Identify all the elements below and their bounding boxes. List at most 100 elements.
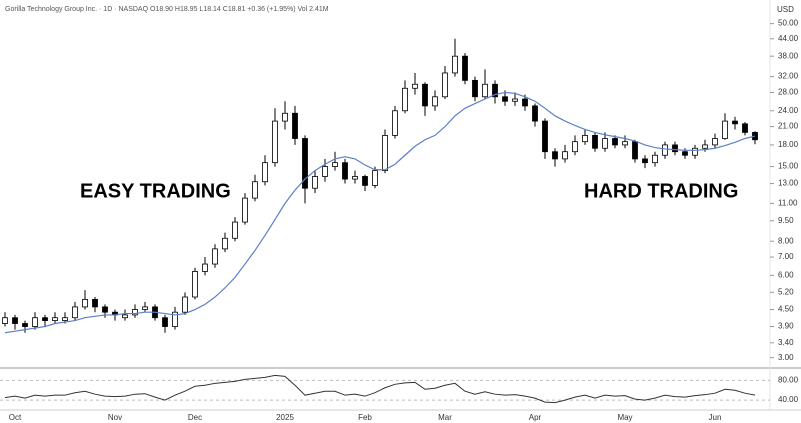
candle-body bbox=[352, 176, 358, 180]
candle-body bbox=[292, 112, 298, 139]
y-tick-label: 5.20 bbox=[778, 287, 794, 296]
candle-body bbox=[362, 176, 368, 186]
y-tick-label: 9.50 bbox=[778, 216, 794, 225]
annotation: EASY TRADING bbox=[80, 180, 231, 202]
y-tick-label: 38.00 bbox=[778, 51, 799, 60]
candle-body bbox=[692, 147, 698, 156]
candle-body bbox=[562, 151, 568, 160]
candle-body bbox=[732, 120, 738, 125]
candle-body bbox=[472, 79, 478, 98]
chart-header: Gorilla Technology Group Inc. · 1D · NAS… bbox=[5, 6, 329, 13]
y-tick-label: 44.00 bbox=[778, 34, 799, 43]
candle-body bbox=[462, 55, 468, 81]
candle-body bbox=[92, 299, 98, 308]
candle-body bbox=[422, 83, 428, 107]
candle-body bbox=[412, 83, 418, 89]
y-tick-label: 3.00 bbox=[778, 353, 794, 362]
candle-body bbox=[142, 306, 148, 310]
candle-body bbox=[722, 120, 728, 139]
candle-body bbox=[122, 314, 128, 319]
candle-body bbox=[202, 263, 208, 272]
candle-body bbox=[272, 120, 278, 164]
candle-body bbox=[672, 144, 678, 153]
candle-body bbox=[2, 317, 8, 324]
x-tick-label: Jun bbox=[709, 413, 722, 422]
candle-body bbox=[372, 170, 378, 186]
candle-body bbox=[252, 181, 258, 199]
y-tick-label: 4.50 bbox=[778, 305, 794, 314]
candle-body bbox=[502, 96, 508, 102]
candle-body bbox=[322, 166, 328, 177]
candle-body bbox=[212, 248, 218, 265]
candle-body bbox=[242, 197, 248, 223]
candle-body bbox=[22, 323, 28, 327]
candle-body bbox=[162, 317, 168, 327]
candle-body bbox=[612, 138, 618, 146]
x-tick-label: Dec bbox=[188, 413, 202, 422]
y-tick-label: 11.00 bbox=[778, 199, 798, 208]
candle-body bbox=[262, 162, 268, 183]
x-tick-label: Apr bbox=[529, 413, 542, 422]
candle-body bbox=[512, 98, 518, 102]
y-axis-label: USD bbox=[777, 5, 794, 14]
x-tick-label: 2025 bbox=[276, 413, 294, 422]
y-tick-label: 3.90 bbox=[778, 322, 794, 331]
candle-body bbox=[742, 123, 748, 133]
candle-body bbox=[12, 317, 18, 324]
candle-body bbox=[542, 120, 548, 153]
candle-body bbox=[72, 306, 78, 319]
candle-body bbox=[642, 158, 648, 164]
x-tick-label: May bbox=[617, 413, 632, 422]
candle-body bbox=[712, 138, 718, 146]
candle-body bbox=[42, 317, 48, 321]
candle-body bbox=[132, 309, 138, 316]
y-tick-label: 6.00 bbox=[778, 270, 794, 279]
y-tick-label: 7.00 bbox=[778, 252, 794, 261]
candle-body bbox=[172, 311, 178, 327]
candle-body bbox=[392, 110, 398, 136]
candle-body bbox=[492, 83, 498, 98]
x-tick-label: Nov bbox=[108, 413, 122, 422]
candle-body bbox=[332, 162, 338, 167]
y-tick-label: 13.00 bbox=[778, 179, 799, 188]
x-tick-label: Mar bbox=[438, 413, 452, 422]
y-tick-label: 40.00 bbox=[778, 395, 799, 404]
candle-body bbox=[572, 141, 578, 153]
candle-body bbox=[102, 306, 108, 313]
annotation: HARD TRADING bbox=[584, 180, 738, 202]
y-tick-label: 21.00 bbox=[778, 122, 799, 131]
y-tick-label: 15.00 bbox=[778, 162, 799, 171]
candle-body bbox=[222, 237, 228, 250]
candle-body bbox=[302, 138, 308, 189]
candle-body bbox=[532, 105, 538, 122]
candle-body bbox=[62, 317, 68, 321]
candle-body bbox=[482, 83, 488, 98]
candle-body bbox=[442, 72, 448, 98]
candle-body bbox=[32, 317, 38, 327]
candle-body bbox=[662, 144, 668, 156]
candle-body bbox=[192, 271, 198, 298]
candle-body bbox=[632, 141, 638, 160]
candle-body bbox=[232, 221, 238, 239]
candle-body bbox=[432, 96, 438, 107]
candle-body bbox=[702, 144, 708, 149]
candle-body bbox=[182, 296, 188, 313]
candle-body bbox=[342, 162, 348, 180]
y-tick-label: 80.00 bbox=[778, 375, 799, 384]
candle-body bbox=[522, 98, 528, 107]
candle-body bbox=[552, 151, 558, 160]
candle-body bbox=[452, 55, 458, 74]
y-tick-label: 3.40 bbox=[778, 338, 794, 347]
candle-body bbox=[382, 135, 388, 171]
y-tick-label: 8.00 bbox=[778, 236, 794, 245]
y-tick-label: 18.00 bbox=[778, 140, 799, 149]
candle-body bbox=[82, 299, 88, 308]
candle-body bbox=[52, 317, 58, 321]
candle-body bbox=[582, 135, 588, 143]
y-tick-label: 50.00 bbox=[778, 19, 799, 28]
candle-body bbox=[312, 176, 318, 189]
y-tick-label: 24.00 bbox=[778, 106, 799, 115]
candle-body bbox=[652, 154, 658, 164]
candle-body bbox=[402, 87, 408, 112]
